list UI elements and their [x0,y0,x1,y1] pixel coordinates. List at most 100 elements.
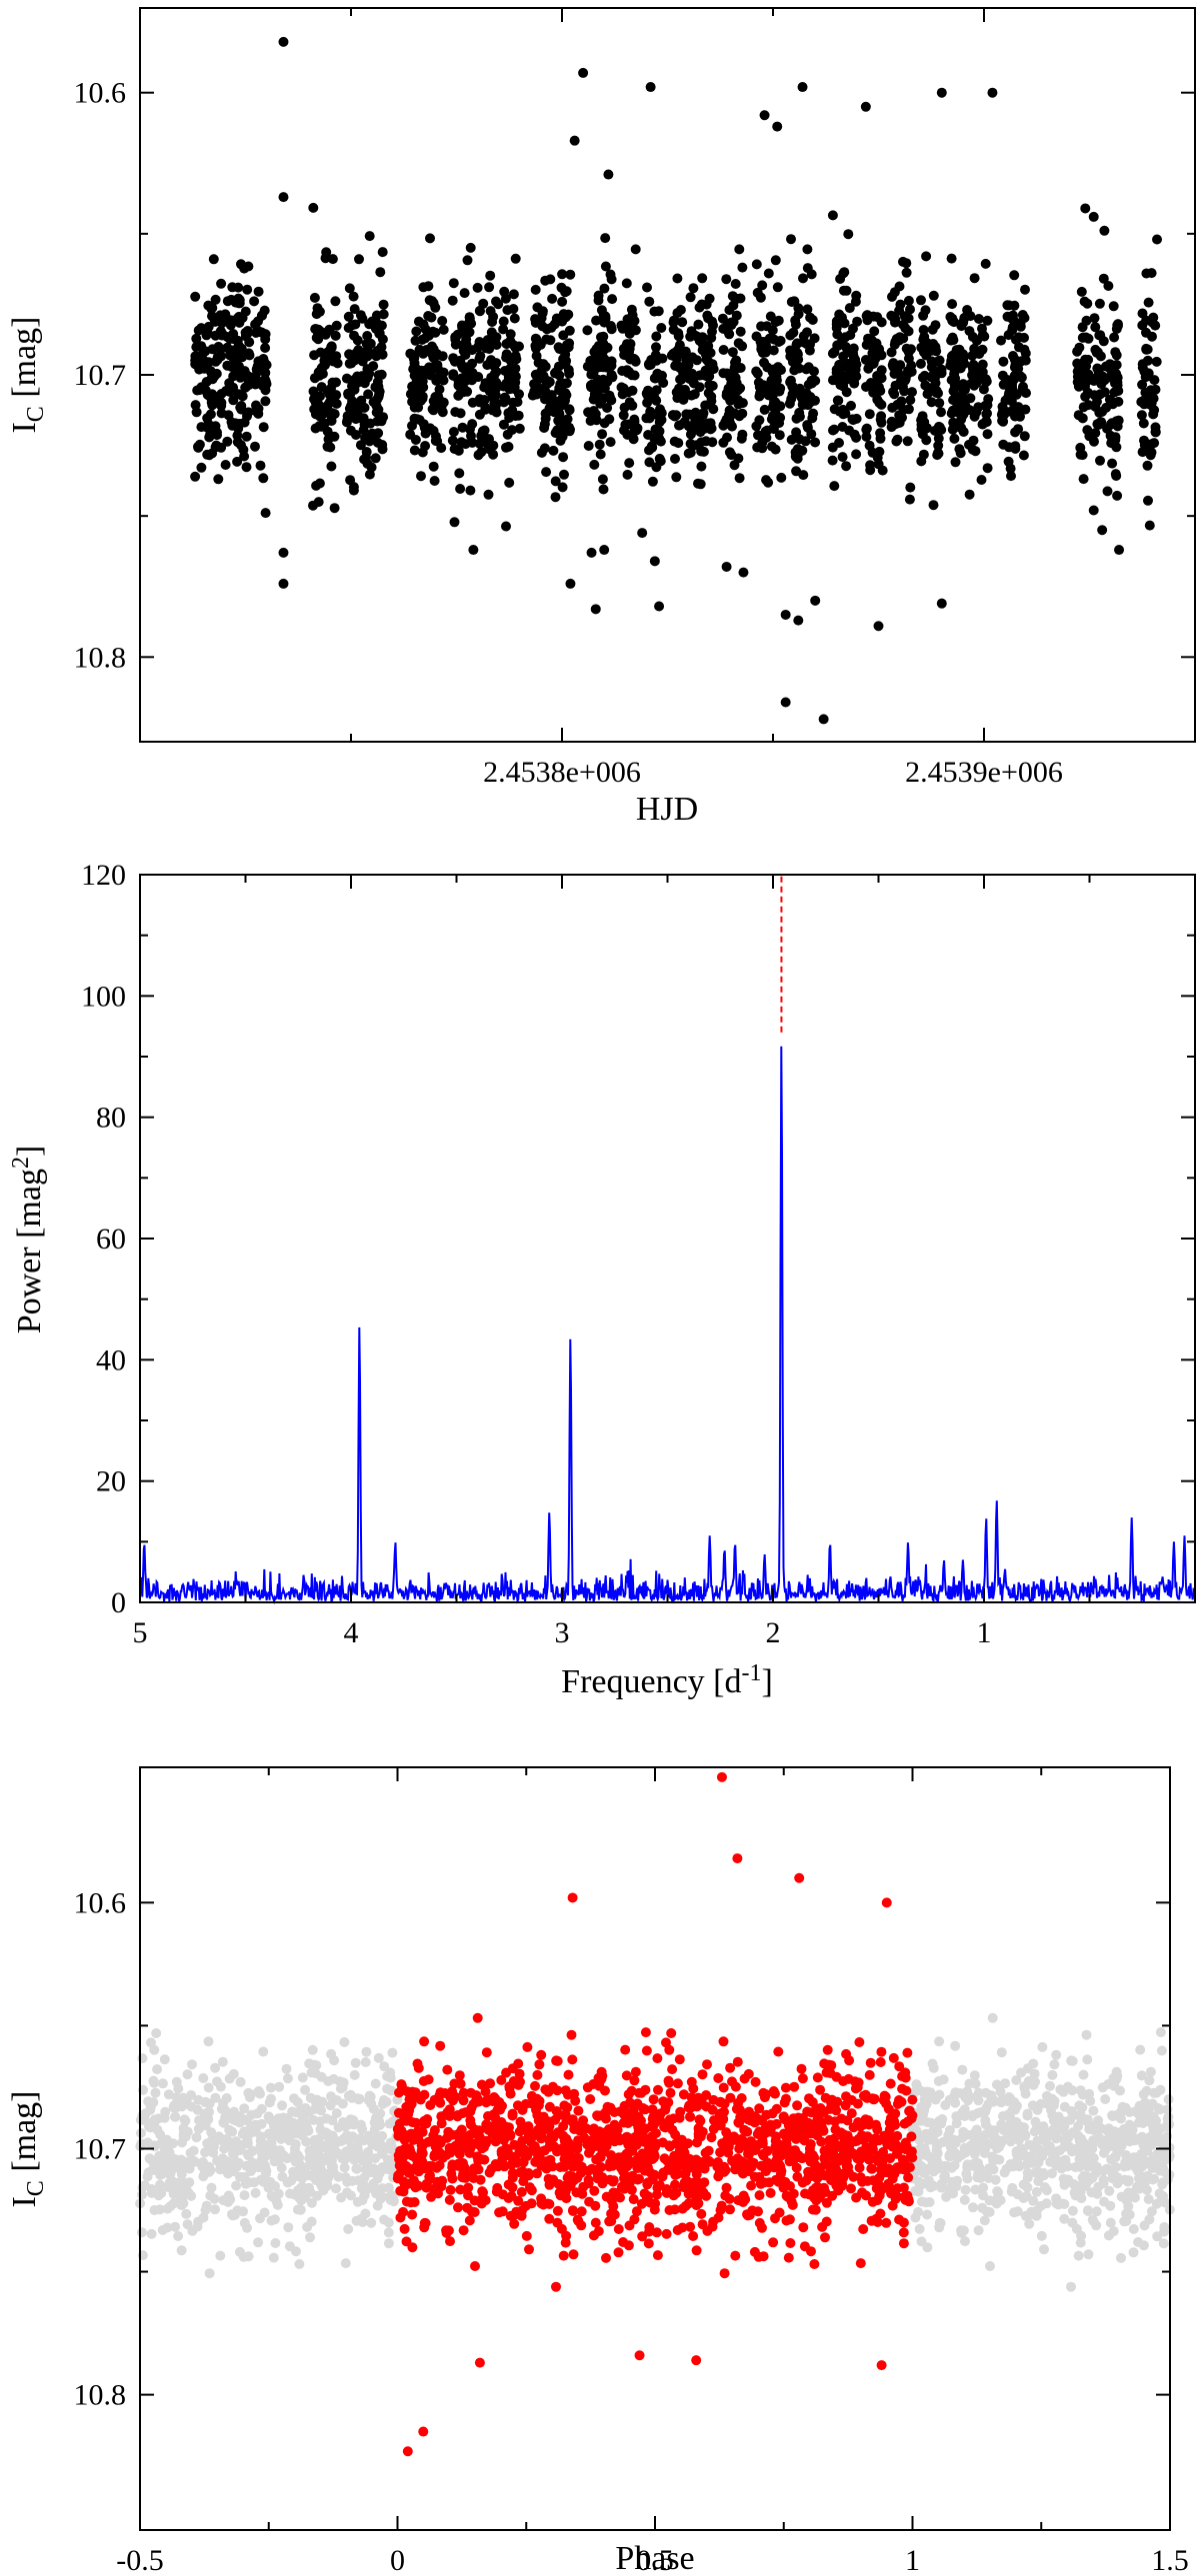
phased-point-grey [985,2261,995,2271]
lightcurve-point [359,402,370,413]
lightcurve-point [874,446,885,457]
lightcurve-point [1114,545,1125,556]
lightcurve-point [802,327,812,338]
phased-point-grey [1082,2054,1093,2065]
phased-point-grey [383,2164,394,2175]
lightcurve-point [1095,455,1105,466]
phased-point-red [691,2245,702,2256]
phased-point-grey [1143,2194,1154,2205]
phased-point-grey [1156,2045,1167,2056]
lightcurve-point [278,547,289,558]
lightcurve-point [625,339,636,349]
lightcurve-point [734,473,745,484]
lightcurve-point [252,361,263,372]
lightcurve-point [361,447,372,457]
lightcurve-point [621,278,632,289]
phased-point-grey [994,2154,1005,2165]
phased-point-grey [958,2126,969,2137]
phased-point-red [822,2044,833,2055]
phased-point-grey [993,2187,1003,2198]
phased-point-red [888,2052,899,2063]
lightcurve-point [370,453,381,464]
lightcurve-point [359,419,370,430]
phased-point-red [809,2171,820,2182]
lightcurve-point [210,442,221,453]
phased-point-grey [924,2197,935,2207]
phased-point-grey [1147,2174,1158,2185]
lightcurve-point [413,316,424,327]
phased-point-grey [984,2163,995,2174]
phased-point-grey [372,2173,383,2184]
lightcurve-point [637,528,648,539]
lightcurve-xtick-label: 2.4539e+006 [905,756,1063,789]
phased-point-grey [383,2217,394,2228]
lightcurve-point [191,333,202,344]
phased-point-grey [944,2151,955,2162]
phased-point-grey [1079,2114,1090,2125]
phased-point-grey [1088,2105,1099,2116]
lightcurve-point [675,305,686,315]
lightcurve-point [886,310,897,321]
lightcurve-point [668,324,679,335]
lightcurve-point [242,326,253,336]
phased-point-red [702,2225,713,2236]
lightcurve-point [373,382,384,393]
lightcurve-point [514,341,524,352]
lightcurve-point [650,350,661,361]
phased-point-red [685,2111,695,2122]
lightcurve-point [646,441,657,452]
phased-point-red [776,2165,787,2176]
phased-point-grey [221,2156,232,2167]
lightcurve-point [314,411,325,422]
lightcurve-point [1017,384,1028,395]
lightcurve-point [933,440,944,451]
phased-point-red [652,2053,663,2064]
phased-point-grey [911,2079,922,2090]
phased-point-grey [215,2250,226,2261]
phased-point-red [850,2083,861,2094]
lightcurve-point [468,545,479,556]
phased-point-grey [162,2222,173,2233]
lightcurve-point [1010,441,1021,452]
lightcurve-point [1013,424,1024,435]
phased-point-red [413,2062,424,2073]
lightcurve-point [228,371,239,382]
phased-point-grey [1093,2181,1104,2192]
lightcurve-point [802,304,813,315]
lightcurve-point [1150,427,1161,438]
lightcurve-point [371,310,382,321]
phased-point-red [700,2147,711,2158]
phased-point-grey [916,2236,927,2247]
lightcurve-point [363,389,374,400]
lightcurve-point [827,442,838,453]
phased-point-grey [1022,2167,1033,2178]
lightcurve-point [600,311,611,322]
phased-point-red [521,2125,532,2136]
lightcurve-point [959,358,970,369]
phased-point-grey [176,2165,187,2176]
phased-point-grey [1144,2214,1155,2225]
phased-point-red [742,2209,752,2220]
lightcurve-point [550,428,561,439]
lightcurve-point [1073,410,1084,421]
phased-point-grey [1008,2098,1019,2109]
lightcurve-point [206,397,217,408]
lightcurve-point [1008,351,1018,361]
phased-point-red [697,2069,708,2080]
lightcurve-point [656,323,667,333]
lightcurve-point [377,247,388,258]
lightcurve-point [466,431,476,441]
phased-point-grey [962,2159,973,2170]
lightcurve-point [1019,431,1030,442]
lightcurve-point [1092,419,1103,430]
phased-point-grey [259,2207,270,2218]
phased-point-grey [137,2053,148,2064]
lightcurve-point [330,330,341,341]
lightcurve-point [450,407,461,418]
lightcurve-point [323,434,334,445]
lightcurve-point [447,295,458,306]
lightcurve-point [917,429,928,440]
periodogram-ytick-label: 40 [96,1343,126,1376]
lightcurve-point [645,82,656,93]
